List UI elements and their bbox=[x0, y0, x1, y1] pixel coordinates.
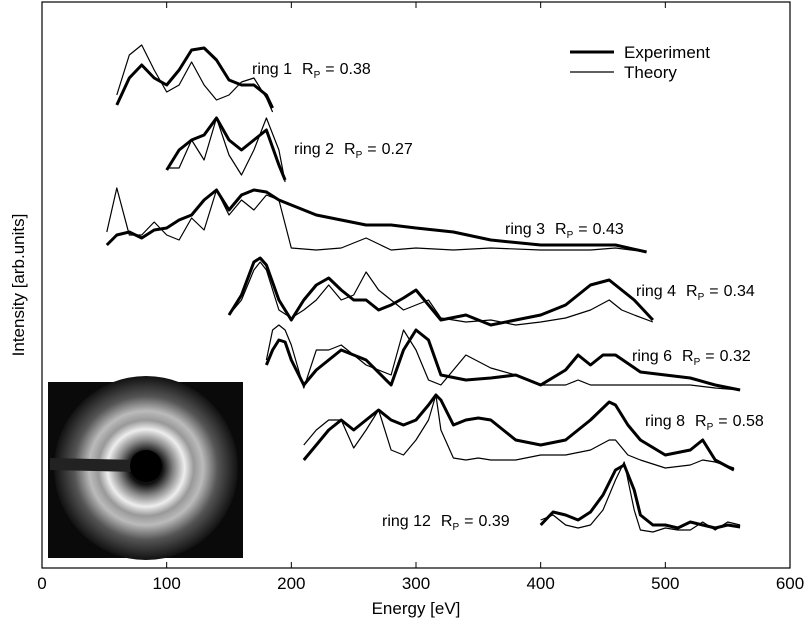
ring-label: ring 2 RP = 0.27 bbox=[294, 141, 413, 161]
rp-subscript: P bbox=[452, 522, 459, 533]
rp-value: 0.58 bbox=[733, 413, 764, 430]
theory-line bbox=[116, 44, 274, 113]
rp-symbol: R bbox=[682, 348, 694, 365]
rp-value: 0.39 bbox=[479, 513, 510, 530]
rp-symbol: R bbox=[555, 221, 567, 238]
rp-equals: = bbox=[367, 141, 376, 158]
experiment-line bbox=[165, 116, 287, 181]
rp-subscript: P bbox=[707, 422, 714, 433]
experiment-line bbox=[105, 188, 647, 254]
rp-subscript: P bbox=[356, 150, 363, 161]
experiment-line bbox=[227, 256, 654, 327]
ring-name: ring 2 bbox=[294, 141, 334, 158]
rp-subscript: P bbox=[694, 357, 701, 368]
ring-name: ring 1 bbox=[252, 61, 292, 78]
experiment-line bbox=[539, 463, 741, 530]
x-tick-label: 600 bbox=[776, 574, 804, 593]
y-axis-label: Intensity [arb.units] bbox=[9, 214, 28, 357]
rp-equals: = bbox=[578, 221, 587, 238]
ring-label: ring 3 RP = 0.43 bbox=[505, 221, 624, 241]
theory-line bbox=[106, 187, 647, 253]
rp-symbol: R bbox=[344, 141, 356, 158]
x-tick-label: 400 bbox=[526, 574, 554, 593]
x-tick-label: 100 bbox=[152, 574, 180, 593]
theory-line bbox=[265, 324, 741, 391]
rp-subscript: P bbox=[314, 70, 321, 81]
rp-value: 0.27 bbox=[382, 141, 413, 158]
ring-label: ring 1 RP = 0.38 bbox=[252, 61, 371, 81]
rp-equals: = bbox=[709, 283, 718, 300]
rp-value: 0.32 bbox=[720, 348, 751, 365]
theory-line bbox=[540, 461, 741, 533]
legend-label: Theory bbox=[624, 63, 677, 82]
ring-label: ring 4 RP = 0.34 bbox=[636, 283, 755, 303]
ring-name: ring 4 bbox=[636, 283, 676, 300]
x-axis-label: Energy [eV] bbox=[372, 599, 461, 618]
rp-subscript: P bbox=[698, 292, 705, 303]
experiment-line bbox=[302, 393, 735, 472]
rp-equals: = bbox=[325, 61, 334, 78]
inset-image bbox=[48, 376, 243, 560]
rp-symbol: R bbox=[441, 513, 453, 530]
rp-value: 0.34 bbox=[724, 283, 755, 300]
rp-equals: = bbox=[718, 413, 727, 430]
ring-label: ring 8 RP = 0.58 bbox=[645, 413, 764, 433]
x-tick-label: 0 bbox=[37, 574, 46, 593]
ring-name: ring 8 bbox=[645, 413, 685, 430]
theory-line bbox=[303, 394, 735, 469]
rp-symbol: R bbox=[686, 283, 698, 300]
rp-symbol: R bbox=[695, 413, 707, 430]
x-tick-label: 500 bbox=[651, 574, 679, 593]
theory-line bbox=[228, 261, 654, 326]
rp-equals: = bbox=[464, 513, 473, 530]
ring-name: ring 12 bbox=[382, 513, 431, 530]
rp-symbol: R bbox=[302, 61, 314, 78]
rp-subscript: P bbox=[567, 230, 574, 241]
rp-equals: = bbox=[705, 348, 714, 365]
legend-label: Experiment bbox=[624, 43, 710, 62]
x-tick-label: 300 bbox=[402, 574, 430, 593]
theory-line bbox=[166, 117, 286, 183]
x-tick-label: 200 bbox=[277, 574, 305, 593]
ring-label: ring 12 RP = 0.39 bbox=[382, 513, 510, 533]
ring-name: ring 3 bbox=[505, 221, 545, 238]
experiment-line bbox=[115, 46, 274, 109]
rp-value: 0.38 bbox=[340, 61, 371, 78]
ring-name: ring 6 bbox=[632, 348, 672, 365]
ring-label: ring 6 RP = 0.32 bbox=[632, 348, 751, 368]
rp-value: 0.43 bbox=[593, 221, 624, 238]
